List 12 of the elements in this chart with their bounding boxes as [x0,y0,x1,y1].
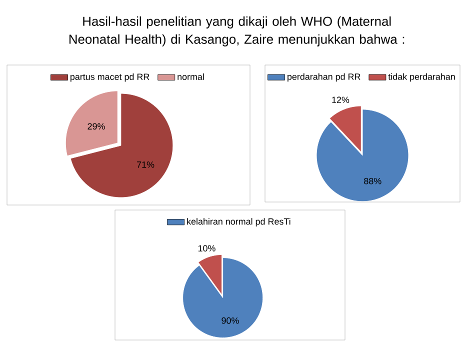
data-label: 88% [364,178,382,184]
data-label: 90% [222,317,239,324]
data-label: 12% [332,96,350,103]
legend-label: partus macet pd RR [70,73,150,82]
data-label: 29% [88,123,105,130]
legend-label: normal [178,73,204,80]
data-label: 71% [137,161,154,168]
text: Hasil-hasil penelitian yang dikaji oleh WHO (Maternal Neonatal Health) di Kasango, Zaire menunjukkan bahwa : [69,16,404,46]
data-label: 10% [198,245,216,252]
legend-label: perdarahan pd RR [288,73,360,82]
legend-label: tidak perdarahan [388,73,455,82]
legend-label: kelahiran normal pd ResTi [187,218,290,226]
